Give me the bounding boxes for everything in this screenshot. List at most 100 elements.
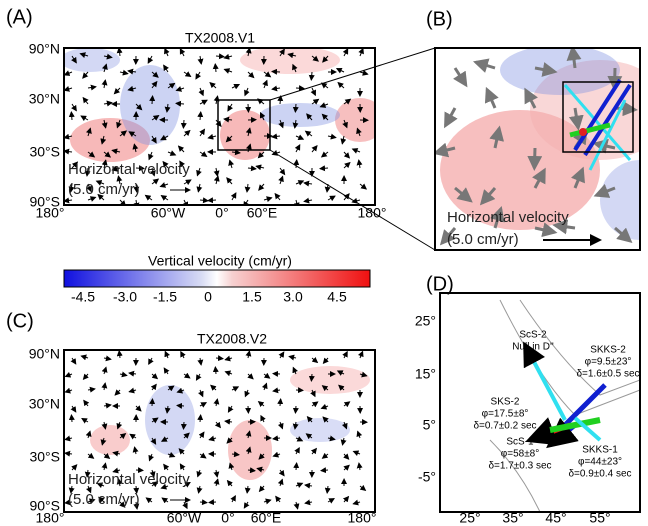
velocity-arrow — [101, 366, 108, 375]
velocity-arrow — [215, 355, 224, 362]
velocity-arrow — [101, 462, 108, 471]
velocity-arrow — [164, 350, 170, 359]
velocity-arrow — [342, 48, 349, 57]
velocity-arrow — [87, 84, 97, 91]
velocity-arrow — [164, 405, 171, 414]
y-tick-label: 30°N — [29, 91, 60, 107]
velocity-arrow — [149, 167, 156, 177]
y-tick-label: 90°N — [29, 41, 60, 57]
velocity-arrow — [293, 199, 300, 205]
annotation: δ=0.9±0.4 sec — [568, 469, 631, 480]
map-d — [489, 299, 641, 513]
velocity-arrow — [127, 85, 137, 92]
velocity-arrow — [359, 371, 368, 378]
panel-title: TX2008.V2 — [197, 331, 267, 347]
velocity-arrow — [132, 143, 139, 153]
velocity-arrow — [199, 99, 208, 106]
velocity-arrow — [151, 417, 159, 424]
velocity-arrow — [64, 86, 73, 92]
velocity-arrow — [179, 160, 185, 169]
velocity-arrow — [226, 177, 233, 185]
velocity-arrow — [592, 138, 616, 154]
panel-label: (D) — [426, 273, 454, 295]
annotation: Null in D'' — [512, 342, 554, 353]
velocity-arrow — [133, 199, 140, 205]
x-tick-label: 1.5 — [242, 289, 262, 305]
velocity-arrow — [196, 485, 203, 494]
annotation: ScS-2 — [519, 330, 547, 341]
velocity-arrow — [263, 498, 272, 505]
velocity-arrow — [198, 389, 204, 398]
velocity-arrow — [305, 433, 313, 440]
velocity-arrow — [319, 102, 329, 108]
velocity-arrow — [81, 417, 89, 424]
velocity-arrow — [247, 467, 256, 474]
velocity-arrow — [472, 58, 496, 73]
velocity-arrow — [195, 71, 202, 80]
velocity-arrow — [356, 462, 363, 471]
velocity-arrow — [133, 501, 140, 510]
map-a — [64, 48, 375, 205]
velocity-arrow — [150, 437, 157, 445]
velocity-arrow — [226, 437, 233, 444]
velocity-arrow — [129, 433, 137, 440]
velocity-arrow — [571, 166, 585, 189]
velocity-arrow — [82, 71, 89, 79]
velocity-arrow — [182, 501, 188, 510]
velocity-arrow — [244, 183, 251, 193]
velocity-arrow — [100, 437, 107, 446]
velocity-arrow — [484, 86, 499, 109]
velocity-arrow — [322, 357, 329, 365]
velocity-arrow — [212, 63, 219, 73]
velocity-arrow — [224, 355, 233, 362]
velocity-arrow — [527, 147, 543, 171]
velocity-arrow — [258, 453, 265, 460]
velocity-arrow — [357, 350, 364, 359]
annotation: δ=1.7±0.3 sec — [488, 461, 551, 472]
annotation: φ=17.5±8° — [482, 409, 529, 420]
velocity-arrow — [552, 219, 576, 235]
velocity-arrow — [64, 148, 73, 155]
velocity-arrow — [103, 100, 113, 107]
velocity-arrow — [95, 180, 105, 186]
velocity-arrow — [324, 485, 331, 494]
x-tick-label: 60°E — [247, 205, 278, 221]
velocity-arrow — [87, 452, 95, 459]
velocity-arrow — [163, 64, 169, 73]
velocity-arrow — [128, 131, 137, 137]
velocity-arrow — [116, 119, 122, 129]
velocity-arrow — [197, 55, 204, 65]
x-tick-label: 60°E — [251, 510, 282, 526]
velocity-arrow — [335, 67, 345, 74]
velocity-arrow — [116, 421, 123, 430]
velocity-arrow — [96, 482, 105, 489]
velocity-arrow — [113, 87, 121, 95]
velocity-arrow — [101, 421, 108, 430]
velocity-arrow — [311, 144, 318, 153]
velocity-arrow — [245, 446, 252, 455]
velocity-arrow — [68, 414, 75, 423]
velocity-arrow — [112, 467, 121, 474]
velocity-arrow — [243, 501, 250, 509]
velocity-arrow — [135, 405, 142, 412]
velocity-arrow — [178, 448, 185, 455]
y-tick-label: 30°N — [29, 396, 60, 412]
velocity-arrow — [150, 383, 157, 391]
velocity-arrow — [295, 436, 304, 442]
velocity-arrow — [359, 69, 369, 76]
velocity-arrow — [244, 389, 251, 398]
velocity-arrow — [213, 95, 220, 105]
velocity-arrow — [287, 52, 297, 59]
velocity-arrow — [160, 194, 169, 201]
velocity-arrow — [180, 421, 187, 430]
velocity-arrow — [435, 142, 456, 158]
velocity-arrow — [215, 53, 225, 60]
velocity-arrow — [151, 178, 160, 185]
velocity-arrow — [327, 133, 337, 140]
velocity-arrow — [343, 401, 351, 408]
velocity-arrow — [247, 373, 254, 380]
velocity-arrow — [68, 183, 75, 193]
velocity-arrow — [245, 127, 252, 137]
velocity-arrow — [196, 469, 203, 478]
velocity-arrow — [263, 372, 271, 379]
